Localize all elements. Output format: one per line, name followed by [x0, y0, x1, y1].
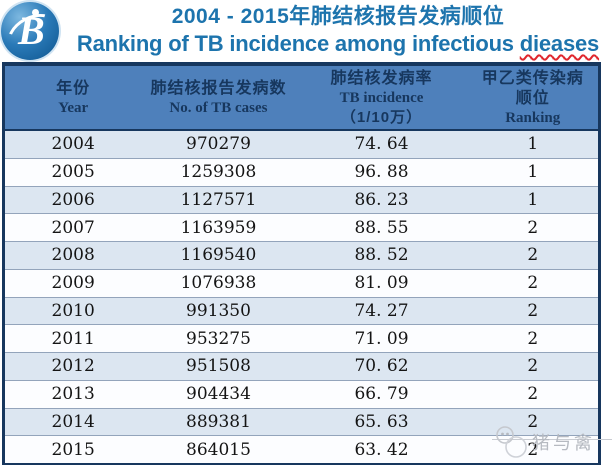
cell-ranking: 2 [527, 217, 539, 238]
cell-incidence: 81. 09 [354, 273, 409, 294]
cell-ranking: 2 [527, 384, 539, 405]
cell-cases: 1259308 [180, 162, 257, 183]
logo-dot-icon [32, 9, 39, 16]
cell-cases: 953275 [186, 328, 251, 349]
watermark-text: 猪与禽 [532, 433, 595, 453]
cell-year: 2014 [51, 411, 95, 432]
cell-cases: 951508 [186, 356, 251, 377]
table-row: 2005 1259308 96. 88 1 [5, 157, 598, 186]
cell-ranking: 2 [527, 273, 539, 294]
table-row: 2009 1076938 81. 09 2 [5, 268, 598, 297]
title-en-misspelled-word: dieases [519, 31, 600, 56]
cell-year: 2009 [51, 273, 95, 294]
cell-incidence: 70. 62 [354, 356, 409, 377]
header-cases: 肺结核报告发病数 No. of TB cases [141, 66, 295, 129]
cell-ranking: 2 [527, 245, 539, 266]
cell-ranking: 1 [527, 134, 539, 155]
cell-ranking: 2 [527, 411, 539, 432]
cell-ranking: 2 [527, 356, 539, 377]
table-row: 2014 889381 65. 63 2 [5, 407, 598, 436]
cell-cases: 889381 [186, 411, 251, 432]
cell-ranking: 1 [527, 189, 539, 210]
brand-logo: B [0, 2, 66, 65]
cell-year: 2004 [51, 134, 95, 155]
header-ranking-en: Ranking [505, 109, 561, 126]
table-header-row: 年份 Year 肺结核报告发病数 No. of TB cases 肺结核发病率 … [5, 66, 598, 131]
cell-incidence: 88. 55 [354, 217, 409, 238]
table-row: 2012 951508 70. 62 2 [5, 352, 598, 380]
cell-incidence: 96. 88 [354, 162, 409, 183]
cell-cases: 1163959 [180, 217, 257, 238]
cell-year: 2007 [51, 217, 95, 238]
cell-year: 2006 [51, 189, 95, 210]
cell-cases: 1169540 [180, 245, 257, 266]
cell-cases: 1076938 [180, 273, 257, 294]
header-cases-zh: 肺结核报告发病数 [150, 79, 287, 97]
watermark-line [492, 439, 612, 440]
cell-cases: 970279 [186, 134, 251, 155]
table-row: 2013 904434 66. 79 2 [5, 379, 598, 408]
cell-year: 2012 [51, 356, 95, 377]
titles: 2004 - 2015年肺结核报告发病顺位 Ranking of TB inci… [62, 0, 614, 58]
header-ranking-zh2: 顺位 [515, 89, 550, 107]
table-row: 2008 1169540 88. 52 2 [5, 241, 598, 269]
table-row: 2006 1127571 86. 23 1 [5, 185, 598, 214]
cell-cases: 904434 [186, 384, 251, 405]
cell-incidence: 88. 52 [354, 245, 409, 266]
cell-year: 2011 [51, 328, 95, 349]
logo-letter: B [18, 8, 45, 53]
cell-year: 2015 [51, 439, 95, 460]
table-row: 2010 991350 74. 27 2 [5, 296, 598, 325]
cell-incidence: 63. 42 [354, 439, 409, 460]
cell-year: 2010 [51, 300, 95, 321]
tb-incidence-table: 年份 Year 肺结核报告发病数 No. of TB cases 肺结核发病率 … [2, 62, 601, 465]
header-incidence-unit: （1/10万） [340, 108, 423, 126]
header-year-zh: 年份 [56, 79, 91, 97]
cell-cases: 1127571 [180, 189, 257, 210]
cell-year: 2013 [51, 384, 95, 405]
header-cases-en: No. of TB cases [169, 99, 268, 116]
header-ranking: 甲乙类传染病 顺位 Ranking [468, 66, 598, 129]
cell-cases: 864015 [186, 439, 251, 460]
header-year: 年份 Year [5, 66, 141, 129]
title-bar: B 2004 - 2015年肺结核报告发病顺位 Ranking of TB in… [0, 0, 614, 65]
cell-ranking: 2 [527, 328, 539, 349]
cell-incidence: 74. 64 [354, 134, 409, 155]
cell-ranking: 2 [527, 439, 539, 460]
header-year-en: Year [58, 99, 89, 116]
cell-incidence: 66. 79 [354, 384, 409, 405]
header-incidence-en: TB incidence [339, 89, 424, 106]
table-row: 2015 864015 63. 42 2 [5, 435, 598, 463]
cell-cases: 991350 [186, 300, 251, 321]
table-row: 2007 1163959 88. 55 2 [5, 213, 598, 241]
title-en: Ranking of TB incidence among infectious… [62, 30, 614, 58]
header-incidence: 肺结核发病率 TB incidence （1/10万） [296, 66, 468, 129]
cell-year: 2005 [51, 162, 95, 183]
table-row: 2004 970279 74. 64 1 [5, 131, 598, 158]
header-incidence-zh: 肺结核发病率 [330, 69, 433, 87]
cell-ranking: 1 [527, 162, 539, 183]
cell-incidence: 74. 27 [354, 300, 409, 321]
watermark-animal-icon [496, 426, 527, 458]
header-ranking-zh: 甲乙类传染病 [481, 69, 584, 87]
title-zh: 2004 - 2015年肺结核报告发病顺位 [171, 5, 505, 28]
title-en-text: Ranking of TB incidence among infectious [76, 31, 520, 56]
cell-ranking: 2 [527, 300, 539, 321]
cell-incidence: 65. 63 [354, 411, 409, 432]
table-row: 2011 953275 71. 09 2 [5, 324, 598, 352]
table-body: 2004 970279 74. 64 1 2005 1259308 96. 88 1 2006 1… [5, 131, 598, 463]
cell-year: 2008 [51, 245, 95, 266]
watermark: 猪与禽 [492, 422, 612, 460]
cell-incidence: 86. 23 [354, 189, 409, 210]
cell-incidence: 71. 09 [354, 328, 409, 349]
